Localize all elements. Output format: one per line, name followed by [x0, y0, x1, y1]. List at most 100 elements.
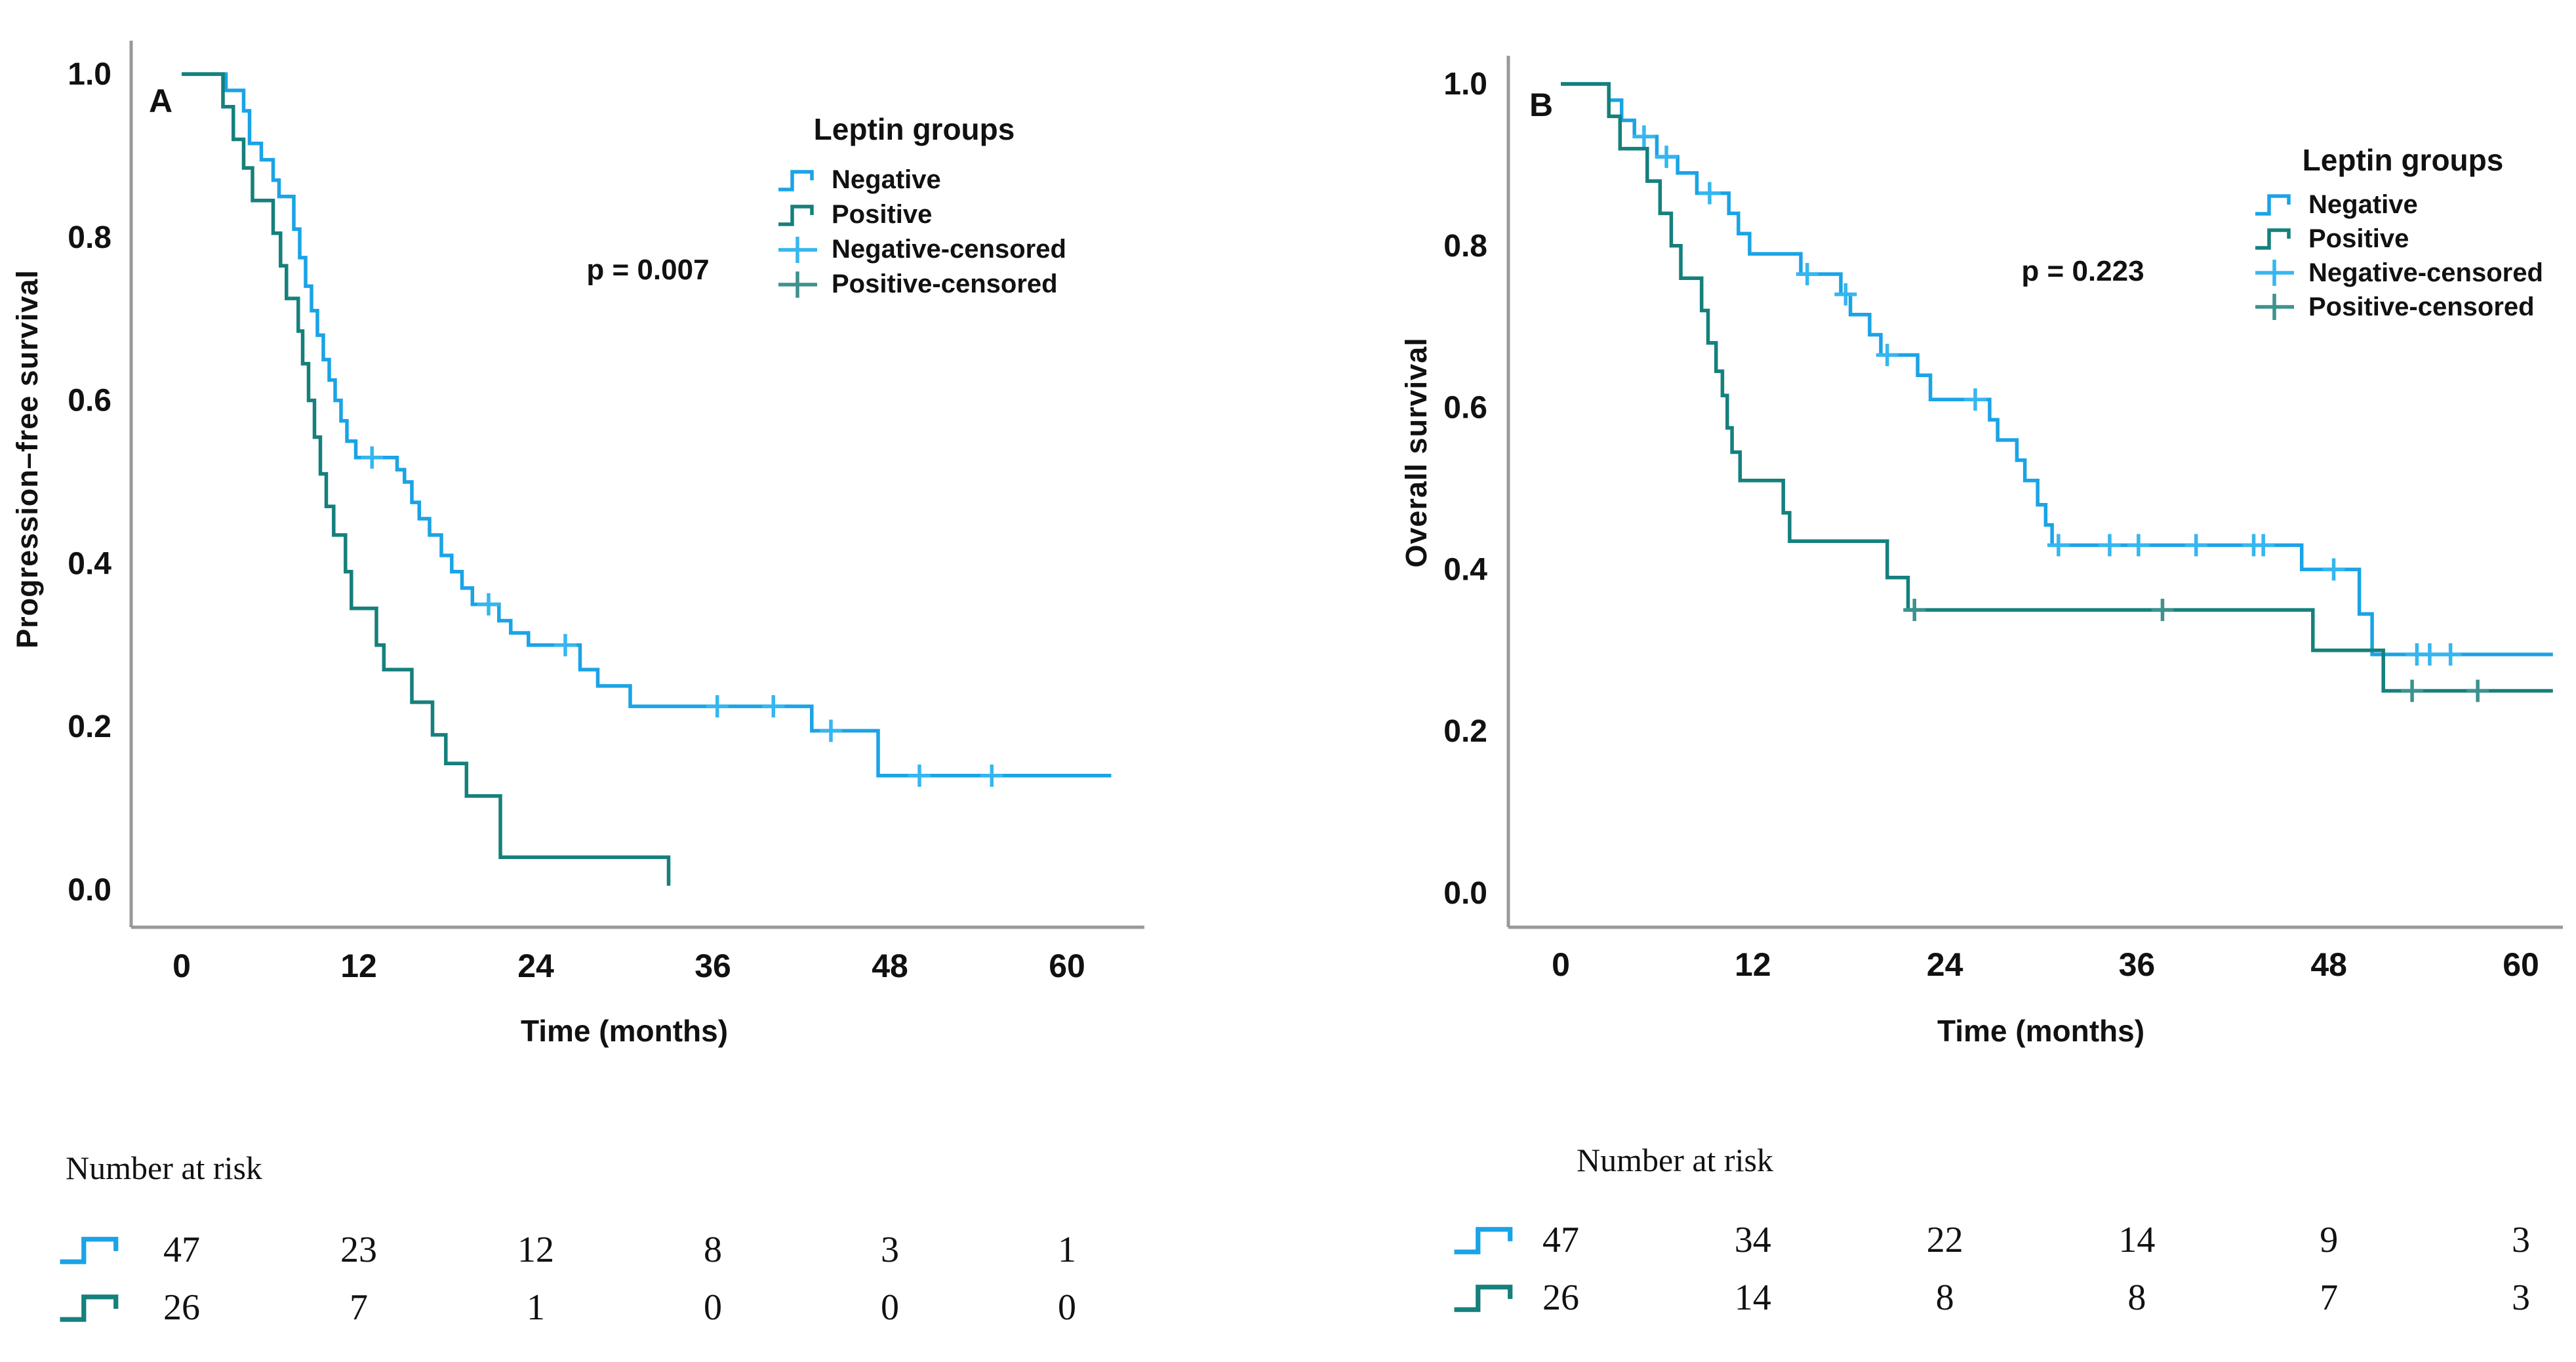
risk-table-title: Number at risk: [66, 1150, 262, 1186]
step-line-icon: [1454, 1227, 1513, 1254]
x-tick-label: 60: [1049, 948, 1085, 984]
legend-item-negative: Negative: [2253, 188, 2543, 222]
legend-item-negative-censored: Negative-censored: [776, 232, 1066, 267]
km-curve-positive: [182, 72, 671, 886]
panel-progression-free-survival: 0 12 24 36 48 60 1.0 0.8 0.6 0.4 0.2 0.0 A Progress…: [0, 41, 1288, 1331]
y-tick-label: 0.8: [68, 220, 111, 255]
censor-mark: [477, 593, 500, 616]
legend-item-positive-censored: Positive-censored: [2253, 290, 2543, 324]
km-plot-os: 0 12 24 36 48 60 1.0 0.8 0.6 0.4 0.2 0.0: [1443, 56, 2563, 983]
panel-overall-survival: 0 12 24 36 48 60 1.0 0.8 0.6 0.4 0.2 0.0 B Overall …: [1288, 0, 2576, 1362]
legend-label: Negative-censored: [2308, 258, 2543, 287]
legend-item-negative-censored: Negative-censored: [2253, 256, 2543, 290]
risk-count: 8: [1935, 1277, 1954, 1318]
censor-mark: [554, 633, 576, 656]
risk-count: 7: [350, 1287, 368, 1328]
step-line-icon: [60, 1237, 119, 1264]
censor-mark: [2127, 534, 2150, 557]
censor-mark: [2401, 679, 2424, 702]
censor-mark: [1834, 283, 1857, 306]
risk-row-positive: 26 14 8 8 7 3: [1288, 1275, 2576, 1321]
risk-count: 1: [1058, 1230, 1076, 1270]
y-tick-label: 0.4: [1443, 552, 1487, 587]
risk-count: 23: [340, 1230, 377, 1270]
legend-label: Negative: [2308, 190, 2418, 219]
y-axis-title: Progression–free survival: [10, 270, 44, 649]
x-tick-label: 24: [1927, 946, 1963, 983]
censor-mark: [908, 764, 931, 787]
legend-label: Positive: [832, 200, 933, 229]
risk-count: 9: [2320, 1220, 2339, 1260]
risk-count: 8: [2127, 1277, 2146, 1318]
y-tick-label: 0.2: [1443, 714, 1487, 749]
legend-label: Negative: [832, 165, 941, 194]
legend-item-positive-censored: Positive-censored: [776, 267, 1066, 302]
censor-mark: [2439, 643, 2462, 666]
censor-mark: [2151, 599, 2174, 622]
x-tick-label: 36: [694, 948, 731, 984]
panel-letter: A: [148, 83, 173, 119]
x-axis-title: Time (months): [520, 1014, 729, 1048]
censor-mark: [2418, 643, 2441, 666]
risk-row-negative: 47 34 22 14 9 3: [1288, 1217, 2576, 1263]
step-line-icon: [2255, 228, 2291, 250]
censor-mark: [361, 446, 384, 469]
legend-label: Negative-censored: [832, 235, 1066, 264]
y-tick-label: 0.4: [68, 546, 111, 581]
risk-count: 3: [2512, 1220, 2530, 1260]
y-tick-label: 1.0: [1443, 67, 1487, 102]
step-line-icon: [778, 169, 814, 191]
plus-mark-icon: [2255, 294, 2294, 320]
risk-count: 7: [2320, 1277, 2339, 1318]
y-axis-title: Overall survival: [1399, 337, 1433, 568]
censor-mark: [1796, 262, 1819, 285]
km-plot-pfs: 0 12 24 36 48 60 1.0 0.8 0.6 0.4 0.2 0.0: [68, 41, 1144, 984]
risk-count: 14: [1734, 1277, 1771, 1318]
censor-mark: [2098, 534, 2121, 557]
x-tick-label: 0: [1552, 946, 1570, 983]
legend: Negative Positive Negative-censored: [2253, 188, 2543, 324]
x-tick-label: 12: [1735, 946, 1771, 983]
censor-mark: [2184, 534, 2207, 557]
step-line-icon: [60, 1294, 119, 1322]
legend-item-negative: Negative: [776, 163, 1066, 197]
censor-mark: [2466, 679, 2489, 702]
y-tick-label: 0.2: [68, 710, 111, 744]
panel-letter: B: [1529, 87, 1554, 123]
y-tick-label: 0.0: [1443, 876, 1487, 911]
p-value-label: p = 0.223: [2021, 255, 2144, 287]
censor-mark: [2252, 534, 2275, 557]
censor-mark: [706, 695, 729, 718]
censor-mark: [1698, 182, 1721, 205]
y-tick-label: 0.6: [68, 384, 111, 418]
y-tick-label: 1.0: [68, 57, 111, 92]
censor-mark: [1903, 599, 1926, 622]
risk-count: 22: [1926, 1220, 1963, 1260]
risk-count: 14: [2118, 1220, 2156, 1260]
censor-mark: [820, 719, 842, 742]
risk-table-title: Number at risk: [1577, 1142, 1773, 1178]
legend-title: Leptin groups: [2302, 143, 2504, 177]
step-line-icon: [2255, 194, 2291, 216]
x-axis-title: Time (months): [1937, 1014, 2145, 1048]
risk-count: 0: [704, 1287, 722, 1328]
y-tick-label: 0.8: [1443, 229, 1487, 264]
x-tick-label: 48: [872, 948, 908, 984]
censor-mark: [1655, 146, 1678, 169]
legend-label: Positive-censored: [2308, 292, 2535, 321]
risk-count: 26: [1542, 1277, 1579, 1318]
censor-mark: [980, 764, 1003, 787]
y-tick-label: 0.6: [1443, 391, 1487, 426]
risk-count: 3: [2512, 1277, 2530, 1318]
risk-row-positive: 26 7 1 0 0 0: [0, 1285, 1288, 1331]
y-tick-label: 0.0: [68, 873, 111, 908]
legend-item-positive: Positive: [776, 197, 1066, 232]
risk-count: 8: [704, 1230, 722, 1270]
censor-mark: [2322, 558, 2345, 581]
legend-item-positive: Positive: [2253, 222, 2543, 256]
plus-mark-icon: [2255, 260, 2294, 286]
x-tick-label: 36: [2119, 946, 2156, 983]
legend: Negative Positive Negative-censored: [776, 163, 1066, 302]
censor-mark: [1876, 344, 1899, 367]
